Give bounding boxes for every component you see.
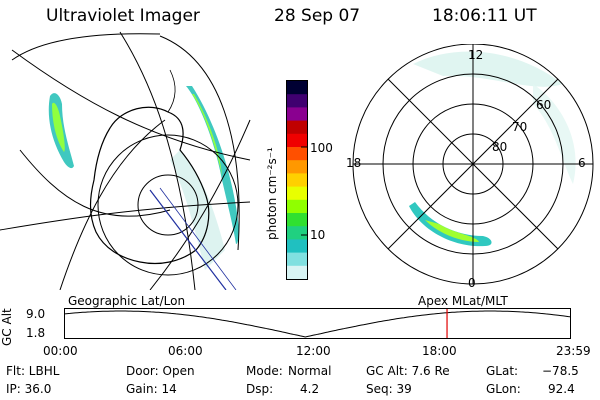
status-glat-label: GLat:: [486, 364, 519, 378]
mlt-label-6: 6: [578, 156, 586, 170]
colorbar-tick-100: 100: [310, 141, 333, 155]
image-time: 18:06:11 UT: [432, 6, 537, 26]
status-dsp-label: Dsp:: [246, 382, 274, 396]
status-gain: Gain: 14: [126, 382, 177, 396]
apex-polar-plot: [352, 44, 594, 285]
colorbar-swatch: [287, 213, 307, 227]
mlat-label-80: 80: [492, 140, 508, 154]
status-ip: IP: 36.0: [6, 382, 52, 396]
colorbar-swatch: [287, 147, 307, 161]
colorbar-swatch: [287, 173, 307, 188]
status-mode-value: Normal: [288, 364, 332, 378]
colorbar-swatch: [287, 81, 307, 95]
xtick-2359: 23:59: [556, 344, 591, 358]
altitude-ytick-low: 1.8: [26, 326, 46, 340]
aurora-arc-right: [186, 86, 239, 244]
mlat-label-60: 60: [536, 98, 552, 112]
aurora-oval: [409, 202, 492, 247]
mlt-label-0: 0: [468, 276, 476, 290]
mlt-label-12: 12: [468, 48, 484, 62]
altitude-plot: [64, 308, 572, 339]
colorbar-swatch: [287, 160, 307, 174]
color-bar: [286, 80, 308, 280]
xtick-1800: 18:00: [422, 344, 457, 358]
mlat-label-70: 70: [512, 120, 528, 134]
colorbar-swatch: [287, 94, 307, 108]
xtick-0600: 06:00: [168, 344, 203, 358]
status-filter: Flt: LBHL: [6, 364, 60, 378]
geographic-map: [0, 31, 251, 290]
colorbar-swatch: [287, 239, 307, 254]
status-gc-alt: GC Alt: 7.6 Re: [366, 364, 450, 378]
image-date: 28 Sep 07: [274, 6, 361, 26]
colorbar-swatch: [287, 252, 307, 267]
colorbar-swatch: [287, 265, 307, 280]
instrument-title: Ultraviolet Imager: [46, 6, 200, 26]
xtick-1200: 12:00: [296, 344, 331, 358]
colorbar-tick-10: 10: [310, 228, 326, 242]
altitude-ytick-high: 9.0: [26, 307, 46, 321]
status-dsp-value: 4.2: [300, 382, 320, 396]
colorbar-swatch: [287, 133, 307, 148]
status-glon-value: 92.4: [548, 382, 575, 396]
colorbar-swatch: [287, 120, 307, 135]
right-map-caption: Apex MLat/MLT: [418, 294, 508, 308]
colorbar-swatch: [287, 226, 307, 240]
status-door: Door: Open: [126, 364, 195, 378]
status-seq: Seq: 39: [366, 382, 412, 396]
status-mode-label: Mode:: [246, 364, 283, 378]
status-glon-label: GLon:: [486, 382, 521, 396]
xtick-0000: 00:00: [43, 344, 78, 358]
mlt-label-18: 18: [346, 156, 362, 170]
left-map-caption: Geographic Lat/Lon: [68, 294, 186, 308]
altitude-ylabel: GC Alt: [0, 308, 14, 346]
colorbar-swatch: [287, 199, 307, 214]
colorbar-swatch: [287, 186, 307, 201]
colorbar-unit-label: photon cm⁻²s⁻¹: [265, 147, 279, 240]
colorbar-swatch: [287, 107, 307, 122]
status-glat-value: −78.5: [542, 364, 579, 378]
orbit-track: [149, 189, 227, 290]
